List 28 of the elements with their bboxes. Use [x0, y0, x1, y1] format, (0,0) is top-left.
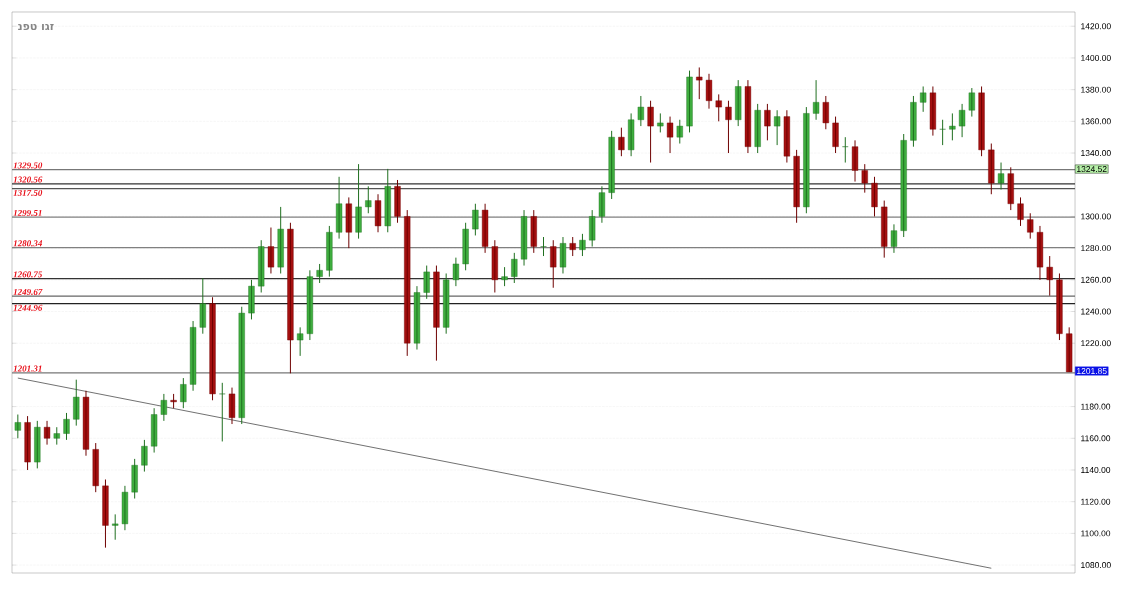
ref-line-label: 1201.31 [13, 365, 42, 372]
y-tick-label: 1400.00 [1081, 54, 1111, 61]
y-tick-label: 1140.00 [1081, 467, 1111, 473]
y-tick-label: 1120.00 [1081, 498, 1111, 505]
y-tick-label: 1280.00 [1081, 245, 1111, 252]
y-tick-label: 1180.00 [1081, 403, 1111, 410]
y-tick-label: 1260.00 [1081, 276, 1111, 283]
ref-line-label: 1280.34 [13, 240, 43, 247]
ref-line-label: 1329.50 [13, 162, 43, 169]
ref-line-label: 1317.50 [13, 189, 43, 196]
y-tick-label: 1340.00 [1081, 150, 1111, 157]
text: 1324.52 [1077, 166, 1107, 173]
y-tick-label: 1300.00 [1081, 213, 1111, 220]
ref-line-label: 1320.56 [13, 176, 43, 183]
y-tick-label: 1100.00 [1081, 530, 1111, 537]
y-tick-label: 1240.00 [1081, 308, 1111, 315]
ref-line-label: 1299.51 [13, 209, 42, 216]
text: 1201.85 [1077, 368, 1107, 375]
y-tick-label: 1160.00 [1081, 435, 1111, 442]
y-tick-label: 1380.00 [1081, 86, 1111, 93]
ref-line-label: 1249.67 [13, 288, 43, 295]
y-tick-label: 1220.00 [1081, 340, 1111, 347]
ref-line-label: 1260.75 [13, 271, 43, 278]
y-tick-label: 1420.00 [1081, 23, 1111, 30]
y-tick-label: 1080.00 [1081, 562, 1111, 569]
text: נפט וגז [18, 23, 54, 31]
y-tick-label: 1360.00 [1081, 118, 1111, 125]
ref-line-label: 1244.96 [13, 304, 43, 311]
